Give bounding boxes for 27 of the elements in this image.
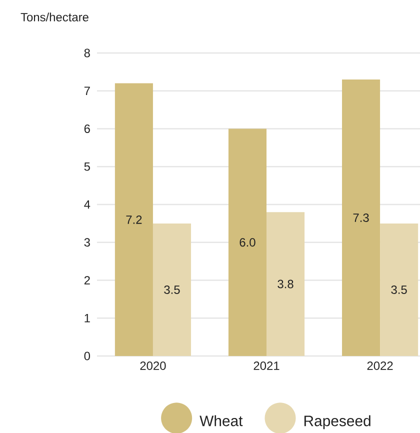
y-tick-label: 3 — [84, 238, 90, 247]
y-tick-label: 1 — [84, 314, 90, 322]
y-tick-label: 2 — [84, 276, 90, 284]
y-tick-label: 0 — [84, 352, 90, 360]
x-tick-label: 2021 — [254, 362, 280, 370]
y-tick-label: 8 — [84, 48, 90, 58]
bar — [228, 128, 267, 356]
data-label: 3.5 — [164, 285, 180, 294]
bar — [380, 223, 418, 356]
legend-label: Rapeseed — [304, 415, 370, 430]
x-tick-label: 2022 — [367, 362, 393, 370]
bar — [342, 80, 380, 356]
data-label: 6.0 — [240, 238, 256, 247]
legend-label: Wheat — [200, 415, 243, 426]
bar — [114, 83, 153, 356]
data-label: 7.2 — [126, 215, 142, 224]
y-axis-title: Tons/hectare — [20, 12, 88, 22]
data-label: 3.8 — [278, 280, 294, 288]
y-tick-label: 4 — [84, 200, 90, 209]
x-tick-label: 2020 — [140, 362, 166, 370]
data-label: 3.5 — [391, 285, 407, 294]
bar — [152, 223, 192, 356]
y-tick-label: 5 — [84, 162, 90, 171]
y-tick-label: 7 — [84, 86, 90, 95]
data-label: 7.3 — [353, 214, 369, 222]
y-tick-label: 6 — [84, 124, 90, 133]
bar — [266, 212, 305, 356]
